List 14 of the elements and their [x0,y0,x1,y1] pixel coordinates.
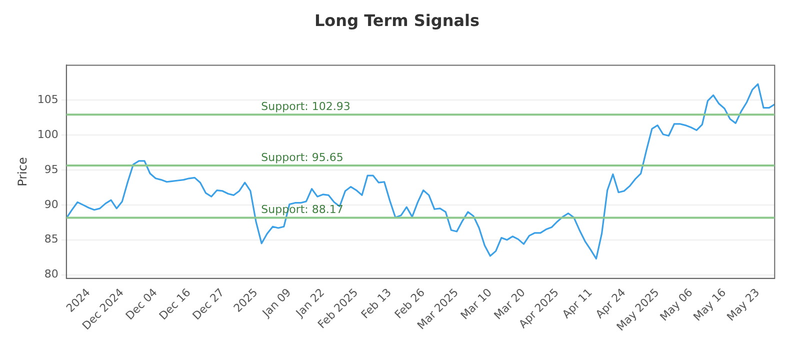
x-tick-label: Mar 10 [458,286,494,322]
x-tick-label: Apr 11 [560,286,595,321]
x-tick-label: Feb 13 [358,286,394,322]
y-tick-label: 85 [44,232,58,246]
chart-title: Long Term Signals [314,10,480,30]
y-tick-label: 100 [37,128,58,141]
y-tick-label: 95 [44,162,58,176]
y-tick-label: 90 [44,198,58,211]
y-axis-title: Price [15,157,30,186]
ref-line-label: Support: 102.93 [261,100,350,113]
ref-line-label: Support: 95.65 [261,150,344,164]
y-tick-label: 105 [37,92,58,106]
y-tick-label: 80 [44,268,58,281]
x-tick-label: Jan 09 [259,286,294,320]
